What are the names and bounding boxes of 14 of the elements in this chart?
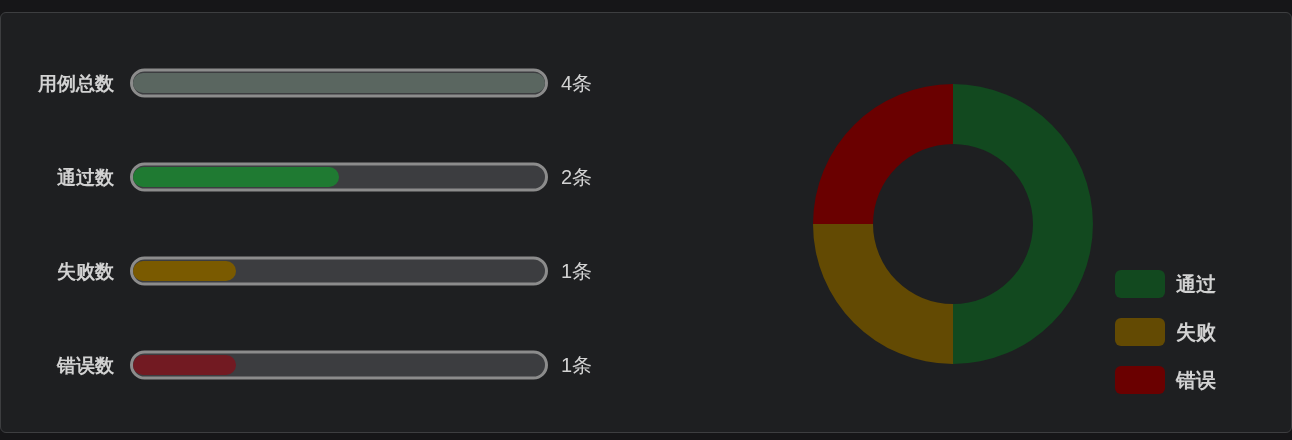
y-tick-label: 用例总数: [37, 72, 115, 94]
y-tick-label: 错误数: [56, 354, 115, 376]
donut-slice: [813, 224, 953, 364]
data-label: 2条: [561, 166, 593, 188]
donut-slice: [813, 84, 953, 224]
y-tick-label: 通过数: [56, 166, 115, 188]
legend-label: 通过: [1175, 273, 1217, 295]
y-tick-label: 失败数: [57, 260, 115, 282]
data-label: 1条: [561, 354, 593, 376]
legend-label: 失败: [1176, 321, 1217, 343]
data-label: 1条: [561, 260, 593, 282]
legend-label: 错误: [1175, 369, 1217, 391]
donut-slice: [953, 84, 1093, 364]
data-label: 4条: [561, 72, 593, 94]
